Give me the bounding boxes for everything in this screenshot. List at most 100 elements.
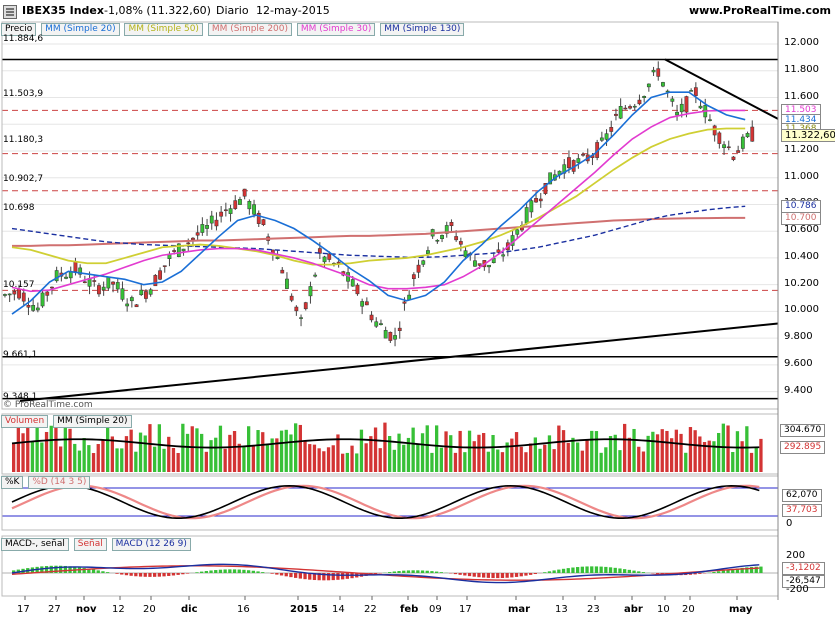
candle-body	[92, 280, 97, 282]
volume-bar	[378, 448, 382, 472]
candle-body	[411, 274, 416, 279]
candle-body	[78, 267, 83, 275]
candle-body	[252, 204, 256, 215]
volume-bar	[82, 438, 86, 472]
volume-bar	[270, 438, 274, 472]
legend-sma200[interactable]: MM (Simple 200)	[207, 23, 293, 36]
candle-body	[82, 281, 87, 284]
level-label-8: 9.348,1	[3, 392, 38, 402]
x-tick-label: mar	[508, 604, 531, 615]
volume-bar	[54, 426, 58, 472]
volume-bar	[552, 449, 556, 472]
candle-body	[684, 96, 689, 113]
legend-sma130[interactable]: MM (Simple 130)	[380, 23, 465, 36]
macd-hist-bar	[477, 573, 481, 578]
menu-icon[interactable]	[3, 5, 17, 19]
macd-hist-bar	[547, 571, 552, 573]
volume-bar	[200, 433, 204, 472]
macd-hist-bar	[256, 571, 260, 573]
macd-hist-bar	[580, 566, 584, 573]
macd-hist-bar	[740, 567, 744, 573]
site-label[interactable]: www.ProRealTime.com	[688, 4, 831, 17]
sma30-line	[11, 109, 746, 293]
candle-body	[111, 281, 115, 285]
legend-sma30[interactable]: MM (Simple 30)	[296, 23, 376, 36]
volume-bar	[341, 453, 345, 472]
x-tick-label: abr	[624, 604, 643, 615]
volume-bar	[214, 437, 218, 472]
macd-hist-bar	[486, 573, 490, 578]
macd-hist-bar	[171, 573, 176, 576]
volume-bar	[364, 443, 368, 472]
candle-body	[158, 270, 162, 280]
x-tick-label: 23	[587, 604, 600, 615]
legend-price[interactable]: Precio	[1, 23, 37, 36]
macd-hist-bar	[336, 573, 340, 580]
volume-bar	[726, 425, 730, 472]
macd-hist-bar	[237, 569, 241, 573]
macd-hist-bar	[251, 570, 255, 573]
volume-bar	[519, 446, 523, 472]
candle-body	[134, 304, 139, 308]
candle-body	[317, 248, 322, 254]
legend-macd[interactable]: MACD (12 26 9)	[111, 538, 191, 551]
watermark: © ProRealTime.com	[3, 400, 93, 410]
legend-sma50[interactable]: MM (Simple 50)	[124, 23, 203, 36]
macd-hist-bar	[157, 573, 161, 577]
macd-neg200: -200	[786, 584, 809, 595]
price-tick-label: 10.000	[784, 304, 819, 316]
macd-hist-bar	[49, 565, 53, 573]
candle-body	[581, 153, 585, 156]
price-tick-label: 12.000	[784, 37, 819, 49]
candle-body	[656, 68, 661, 77]
volume-bar	[406, 437, 411, 472]
candle-body	[285, 278, 289, 289]
macd-hist-bar	[735, 568, 740, 573]
legend-macd-hist[interactable]: MACD-, señal	[1, 538, 69, 551]
candle-body	[642, 95, 647, 98]
candle-body	[322, 256, 327, 263]
volume-bar	[331, 445, 335, 472]
price-legend: Precio MM (Simple 20) MM (Simple 50) MM …	[1, 23, 466, 36]
volume-bar	[77, 450, 82, 472]
candle-body	[670, 98, 675, 102]
x-tick-label: 10	[657, 604, 670, 615]
volume-legend: Volumen MM (Simple 20)	[1, 415, 134, 428]
volume-bar	[458, 430, 462, 472]
volume-bar	[510, 438, 514, 472]
candle-body	[473, 260, 477, 267]
legend-d[interactable]: %D (14 3 5)	[28, 476, 91, 489]
volume-bar	[171, 447, 176, 472]
candle-body	[679, 103, 684, 113]
macd-hist-bar	[420, 570, 425, 573]
volume-bar	[110, 436, 114, 472]
candle-body	[144, 291, 148, 299]
candle-body	[524, 207, 529, 224]
legend-volume[interactable]: Volumen	[1, 415, 49, 428]
macd-hist-bar	[303, 573, 307, 580]
macd-hist-bar	[317, 573, 321, 581]
candle-body	[313, 274, 318, 277]
macd-hist-bar	[101, 571, 105, 573]
stoch-legend: %K %D (14 3 5)	[1, 476, 92, 489]
volume-bar	[486, 451, 490, 472]
macd-hist-bar	[688, 573, 693, 575]
macd-hist-bar	[341, 573, 345, 580]
candle-body	[294, 306, 299, 312]
legend-vol-sma[interactable]: MM (Simple 20)	[53, 415, 132, 428]
macd-hist-bar	[632, 570, 636, 573]
legend-sma20[interactable]: MM (Simple 20)	[41, 23, 120, 36]
macd-hist-bar	[153, 573, 157, 577]
volume-bar	[402, 444, 406, 472]
macd-hist-bar	[275, 573, 279, 575]
volume-bar	[134, 451, 138, 472]
volume-bar	[754, 446, 758, 472]
x-tick-label: feb	[400, 604, 419, 615]
legend-signal[interactable]: Señal	[73, 538, 107, 551]
legend-k[interactable]: %K	[1, 476, 24, 489]
macd-hist-bar	[655, 573, 660, 574]
x-tick-label: may	[729, 604, 753, 615]
macd-hist-bar	[167, 573, 171, 576]
volume-bar	[275, 438, 279, 472]
